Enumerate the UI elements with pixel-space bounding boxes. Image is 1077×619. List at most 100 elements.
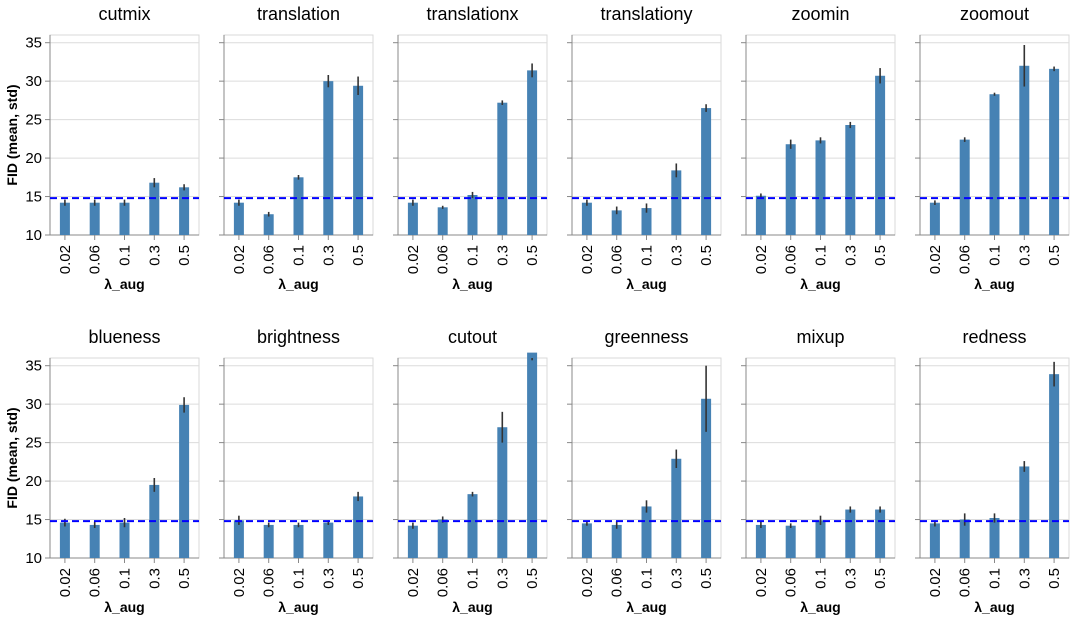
y-tick-label: 15	[25, 512, 42, 529]
bar-0.06	[611, 524, 622, 558]
panel-title: mixup	[796, 327, 844, 347]
bar-0.1	[119, 522, 130, 558]
bar-0.5	[1049, 68, 1060, 235]
bar-0.3	[1019, 65, 1030, 236]
panel-title: translation	[257, 4, 340, 24]
x-tick-label: 0.02	[57, 568, 74, 597]
panel-title: zoomin	[791, 4, 849, 24]
panel-blueness: 10 15 20 25 30 35 0.02 0.06 0.1 0.3 0.5 blueness λ_a…	[4, 327, 200, 615]
x-axis-label: λ_aug	[974, 276, 1014, 292]
bar-0.02	[233, 202, 244, 235]
bar-0.5	[179, 404, 190, 558]
bar-0.1	[815, 140, 826, 235]
panel-title: brightness	[257, 327, 340, 347]
x-tick-label: 0.1	[639, 245, 656, 266]
x-axis-label: λ_aug	[452, 599, 492, 615]
bar-0.5	[353, 85, 364, 236]
x-axis-label: λ_aug	[974, 599, 1014, 615]
bar-0.3	[323, 81, 334, 236]
panel-cutout: 0.02 0.06 0.1 0.3 0.5 cutout λ_aug	[393, 327, 548, 615]
panel-greenness: 0.02 0.06 0.1 0.3 0.5 greenness λ_aug	[567, 327, 722, 615]
bar-0.06	[437, 207, 448, 235]
x-tick-label: 0.1	[291, 245, 308, 266]
x-tick-label: 0.5	[350, 245, 367, 266]
x-tick-label: 0.3	[668, 568, 685, 589]
panel-brightness: 0.02 0.06 0.1 0.3 0.5 brightness λ_aug	[219, 327, 374, 615]
bar-0.3	[497, 427, 508, 558]
x-tick-label: 0.1	[813, 245, 830, 266]
bar-0.06	[611, 210, 622, 235]
x-tick-label: 0.06	[435, 245, 452, 274]
bar-0.06	[785, 144, 796, 235]
panel-translationx: 0.02 0.06 0.1 0.3 0.5 translationx λ_aug	[393, 4, 548, 292]
y-tick-label: 35	[25, 358, 42, 375]
x-tick-label: 0.06	[261, 245, 278, 274]
panel-cutmix: 10 15 20 25 30 35 0.02 0.06 0.1 0.3 0.5 cutmix λ_aug…	[4, 4, 200, 292]
bar-0.3	[149, 182, 160, 235]
x-tick-label: 0.02	[753, 245, 770, 274]
x-tick-label: 0.02	[405, 245, 422, 274]
x-tick-label: 0.3	[1016, 568, 1033, 589]
y-tick-label: 25	[25, 112, 42, 129]
bar-0.5	[1049, 374, 1060, 558]
bar-0.06	[89, 524, 100, 558]
bar-0.06	[263, 524, 274, 558]
y-axis-label: FID (mean, std)	[4, 407, 20, 508]
bar-0.5	[179, 187, 190, 235]
x-tick-label: 0.5	[524, 245, 541, 266]
y-tick-label: 30	[25, 73, 42, 90]
x-tick-label: 0.3	[146, 245, 163, 266]
x-tick-label: 0.5	[1046, 568, 1063, 589]
bar-0.02	[929, 523, 940, 558]
x-tick-label: 0.02	[57, 245, 74, 274]
bar-0.06	[437, 519, 448, 558]
bar-0.06	[785, 525, 796, 558]
bar-0.02	[407, 525, 418, 558]
x-tick-label: 0.06	[87, 245, 104, 274]
x-axis-label: λ_aug	[626, 276, 666, 292]
bar-0.02	[407, 202, 418, 235]
bar-0.02	[233, 520, 244, 558]
bar-0.02	[929, 202, 940, 235]
x-tick-label: 0.1	[813, 568, 830, 589]
x-tick-label: 0.3	[842, 245, 859, 266]
bar-0.5	[527, 70, 538, 235]
x-axis-label: λ_aug	[104, 599, 144, 615]
bar-0.1	[641, 506, 652, 558]
x-tick-label: 0.5	[350, 568, 367, 589]
x-tick-label: 0.02	[753, 568, 770, 597]
bar-0.02	[581, 523, 592, 558]
x-axis-label: λ_aug	[626, 599, 666, 615]
y-tick-label: 15	[25, 189, 42, 206]
bar-0.1	[119, 202, 130, 235]
panel-zoomin: 0.02 0.06 0.1 0.3 0.5 zoomin λ_aug	[741, 4, 896, 292]
x-tick-label: 0.3	[320, 245, 337, 266]
x-tick-label: 0.06	[957, 568, 974, 597]
bar-0.02	[59, 522, 70, 558]
x-tick-label: 0.1	[117, 568, 134, 589]
bar-0.02	[755, 524, 766, 558]
bar-0.1	[641, 208, 652, 235]
bar-0.02	[59, 202, 70, 235]
y-tick-label: 10	[25, 227, 42, 244]
bar-0.1	[293, 177, 304, 235]
x-tick-label: 0.5	[872, 568, 889, 589]
x-tick-label: 0.5	[872, 245, 889, 266]
panel-translationy: 0.02 0.06 0.1 0.3 0.5 translationy λ_aug	[567, 4, 722, 292]
x-tick-label: 0.06	[435, 568, 452, 597]
x-tick-label: 0.1	[117, 245, 134, 266]
x-tick-label: 0.3	[668, 245, 685, 266]
bar-0.06	[959, 139, 970, 235]
bar-0.5	[527, 352, 538, 558]
x-tick-label: 0.3	[146, 568, 163, 589]
y-tick-label: 20	[25, 473, 42, 490]
bar-0.3	[323, 522, 334, 558]
panel-title: greenness	[604, 327, 688, 347]
y-tick-label: 35	[25, 35, 42, 52]
x-tick-label: 0.5	[176, 245, 193, 266]
x-tick-label: 0.02	[405, 568, 422, 597]
x-tick-label: 0.02	[579, 245, 596, 274]
y-tick-label: 25	[25, 435, 42, 452]
bar-0.3	[497, 102, 508, 235]
